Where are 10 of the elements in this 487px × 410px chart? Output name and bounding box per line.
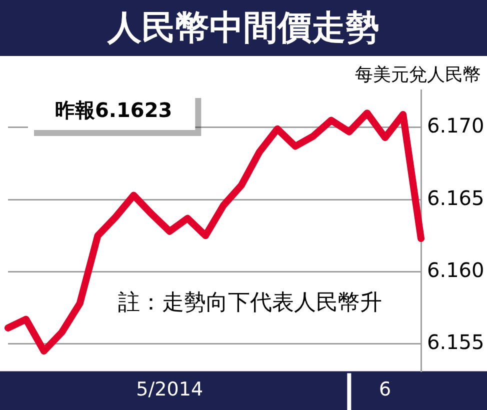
y-tick-label: 6.170 xyxy=(427,114,484,138)
y-tick-label: 6.155 xyxy=(427,330,484,354)
y-tick-label: 6.165 xyxy=(427,186,484,210)
y-axis-title: 每美元兌人民幣 xyxy=(355,64,481,86)
x-tick-label: 6 xyxy=(379,378,392,401)
x-tick-label: 5/2014 xyxy=(136,378,204,401)
annotation: 註：走勢向下代表人民幣升 xyxy=(118,290,382,316)
y-tick-label: 6.160 xyxy=(427,258,484,282)
annotation: 昨報6.1623 xyxy=(55,98,172,122)
chart-title: 人民幣中間價走勢 xyxy=(0,0,487,56)
